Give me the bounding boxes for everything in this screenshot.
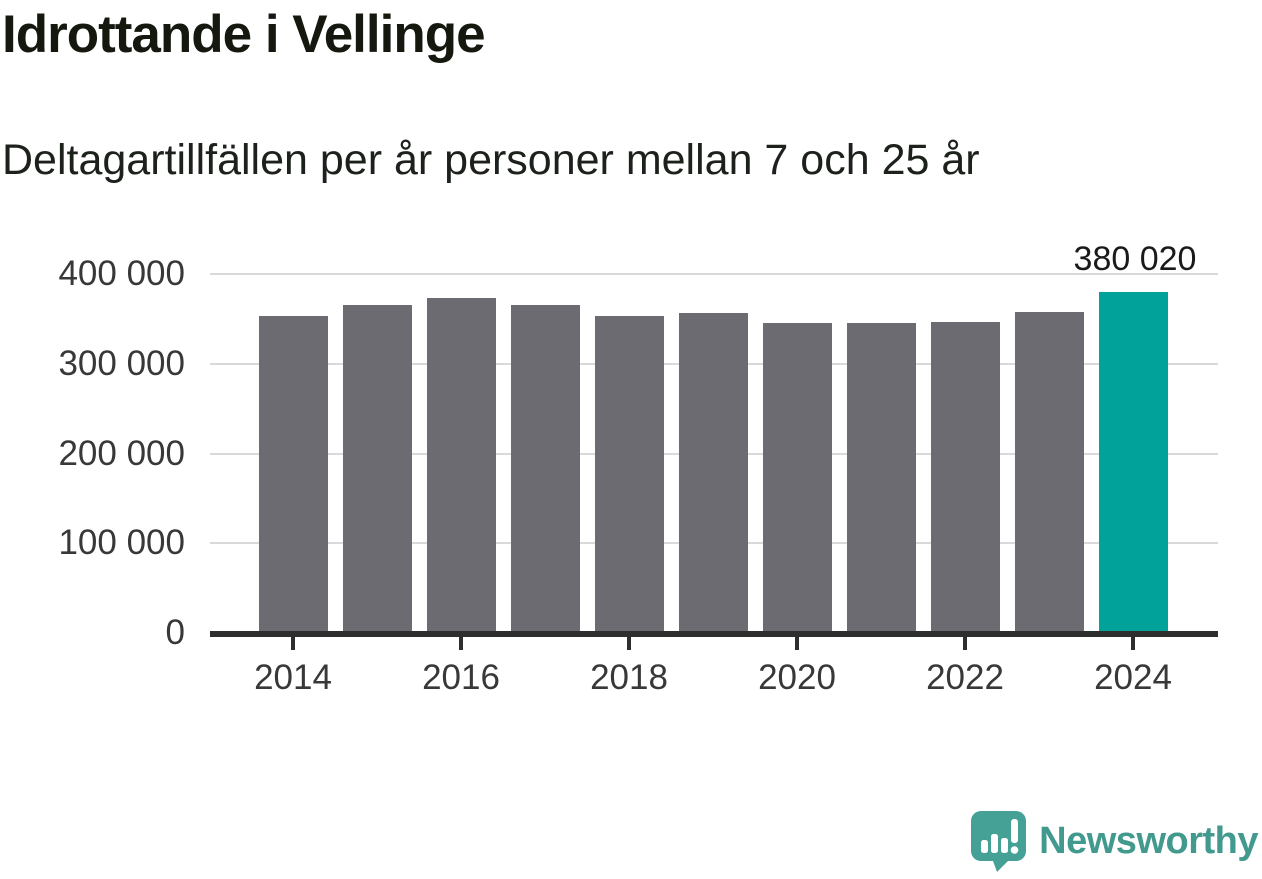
bar-2015 [342,305,412,633]
bar-2017 [510,305,580,633]
x-tick-2014 [291,637,295,650]
y-tick-label-100000: 100 000 [58,523,185,563]
highlight-value-label: 380 020 [1073,240,1197,278]
bar-2023 [1014,312,1084,633]
y-tick-label-300000: 300 000 [58,343,185,383]
x-tick-label-2020: 2020 [758,658,836,697]
x-tick-2016 [459,637,463,650]
bar-2021 [846,323,916,633]
x-tick-2022 [963,637,967,650]
chart-subtitle: Deltagartillfällen per år personer mella… [2,136,980,184]
x-tick-label-2018: 2018 [590,658,668,697]
x-tick-label-2024: 2024 [1094,658,1172,697]
gridline-400000 [210,273,1218,275]
bar-2018 [594,316,664,633]
y-tick-label-200000: 200 000 [58,433,185,473]
page-title: Idrottande i Vellinge [2,5,486,64]
bar-2020 [762,323,832,633]
x-tick-2020 [795,637,799,650]
newsworthy-wordmark: Newsworthy [1039,820,1258,862]
y-tick-label-0: 0 [165,613,185,652]
bar-2014 [258,316,328,633]
x-tick-label-2022: 2022 [926,658,1004,697]
bar-2016 [426,298,496,633]
x-tick-2024 [1131,637,1135,650]
x-tick-label-2016: 2016 [422,658,500,697]
bar-2019 [678,313,748,633]
y-tick-label-400000: 400 000 [58,254,185,293]
x-tick-2018 [627,637,631,650]
bar-2024 [1098,292,1168,633]
plot-area [210,273,1218,633]
x-tick-label-2014: 2014 [254,658,332,697]
newsworthy-logo: Newsworthy [970,810,1258,873]
bar-2022 [930,322,1000,633]
x-axis-line [210,631,1218,637]
newsworthy-bubble-chart-icon [971,811,1027,872]
